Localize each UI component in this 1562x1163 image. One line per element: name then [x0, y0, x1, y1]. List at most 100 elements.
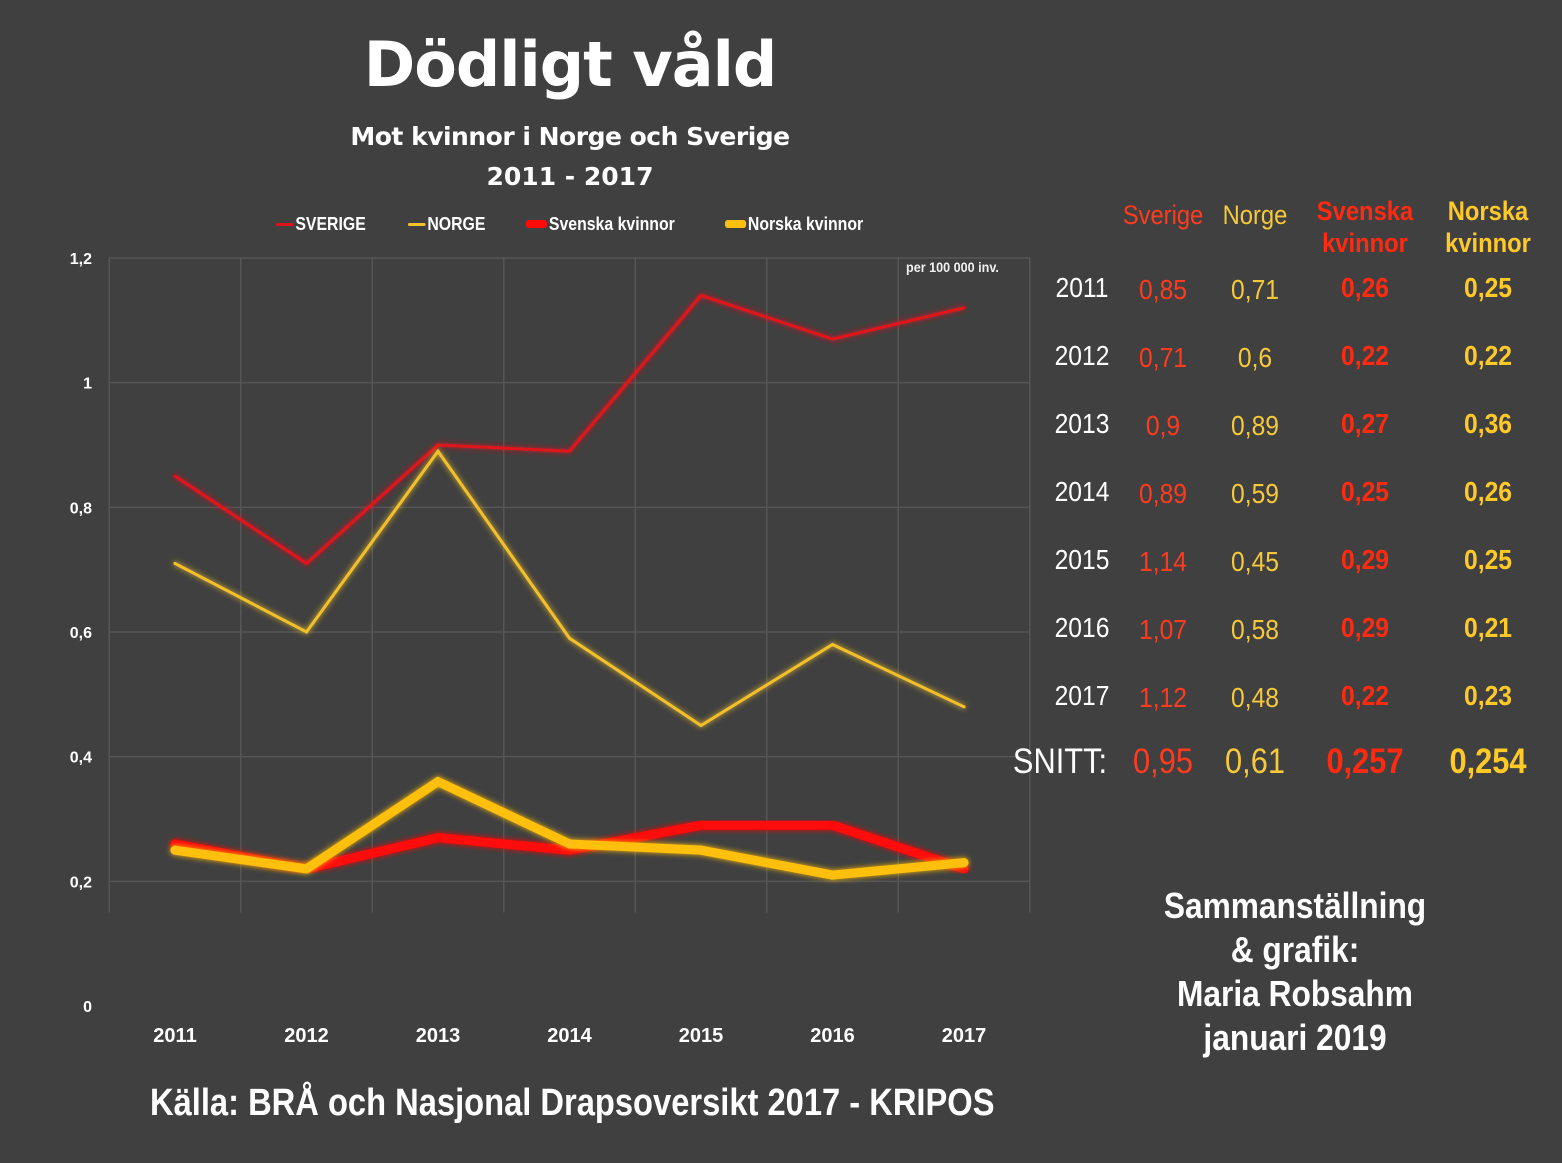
x-tick-label: 2014: [547, 1025, 592, 1047]
chart-title: Dödligt våld: [363, 28, 777, 101]
y-tick-label: 0: [83, 999, 92, 1016]
legend-swatch-sverige: [276, 222, 294, 226]
data-point-norge: [436, 449, 440, 453]
table-average-sverige: 0,95: [1133, 742, 1193, 781]
series-line-sverige: [173, 293, 966, 566]
data-point-sverige: [699, 293, 703, 297]
table-average-svenska-kvinnor: 0,257: [1326, 742, 1404, 781]
y-axis: 0 0,2 0,4 0,6 0,8 1 1,2: [70, 251, 92, 1016]
y-tick-label: 1: [83, 376, 92, 393]
data-point-norge: [699, 724, 703, 727]
legend-item-sverige: SVERIGE: [276, 214, 366, 235]
legend-item-norska-kvinnor: Norska kvinnor: [725, 214, 863, 235]
table-cell-norska-kvinnor: 0,23: [1464, 680, 1512, 711]
table-cell-norge: 0,71: [1231, 274, 1279, 305]
table-average-norge: 0,61: [1225, 742, 1285, 781]
series-line-norge: [173, 448, 966, 728]
chart-series: [170, 293, 969, 880]
table-cell-norska-kvinnor: 0,36: [1464, 408, 1512, 439]
table-row-year: 2016: [1054, 612, 1110, 643]
table-cell-svenska-kvinnor: 0,22: [1341, 340, 1389, 371]
legend-label-norska-kvinnor: Norska kvinnor: [748, 213, 864, 234]
y-tick-label: 0,4: [70, 750, 92, 767]
x-tick-label: 2012: [284, 1025, 329, 1047]
table-cell-norska-kvinnor: 0,22: [1464, 340, 1512, 371]
table-row-year: 2017: [1054, 680, 1110, 711]
y-tick-label: 0,2: [70, 874, 92, 891]
legend-label-norge: NORGE: [427, 213, 486, 234]
data-point-svenska-kvinnor: [696, 820, 706, 830]
credit-block: Sammanställning & grafik: Maria Robsahm …: [1159, 884, 1432, 1060]
table-cell-norska-kvinnor: 0,26: [1464, 476, 1512, 507]
table-cell-sverige: 0,9: [1145, 410, 1181, 441]
table-cell-svenska-kvinnor: 0,29: [1341, 612, 1389, 643]
data-point-svenska-kvinnor: [433, 833, 443, 843]
source-note: Källa: BRÅ och Nasjonal Drapsoversikt 20…: [150, 1082, 995, 1124]
data-point-norge: [173, 561, 177, 565]
credit-line-1: Sammanställning: [1163, 885, 1427, 926]
table-cell-norge: 0,59: [1231, 478, 1279, 509]
table-row-year: 2013: [1054, 408, 1110, 439]
table-cell-norge: 0,58: [1231, 614, 1279, 645]
table-cell-sverige: 0,85: [1139, 274, 1187, 305]
y-tick-label: 1,2: [70, 251, 92, 268]
data-point-norska-kvinnor: [696, 845, 706, 855]
header-svenska-kvinnor-line2: kvinnor: [1322, 228, 1408, 258]
data-point-norge: [305, 630, 308, 634]
data-point-norska-kvinnor: [565, 839, 574, 849]
data-point-svenska-kvinnor: [828, 820, 837, 830]
data-point-norska-kvinnor: [828, 870, 837, 880]
x-tick-label: 2011: [153, 1025, 196, 1047]
unit-annotation: per 100 000 inv.: [906, 259, 999, 275]
chart-grid: [108, 257, 1031, 913]
legend-swatch-svenska-kvinnor: [526, 220, 548, 228]
chart-legend: SVERIGE NORGE Svenska kvinnor Norska kvi…: [276, 212, 882, 236]
data-point-sverige: [305, 561, 308, 565]
table-average-norska-kvinnor: 0,254: [1449, 742, 1527, 781]
data-point-norge: [568, 636, 571, 640]
table-cell-svenska-kvinnor: 0,26: [1341, 272, 1389, 303]
legend-label-svenska-kvinnor: Svenska kvinnor: [548, 213, 675, 234]
table-cell-norge: 0,6: [1237, 342, 1273, 373]
data-point-sverige: [568, 449, 571, 453]
table-cell-norge: 0,48: [1231, 682, 1279, 713]
table-cell-svenska-kvinnor: 0,22: [1341, 680, 1389, 711]
credit-author: Maria Robsahm: [1177, 973, 1413, 1014]
table-cell-norska-kvinnor: 0,25: [1464, 544, 1512, 575]
table-row-year: 2012: [1054, 340, 1110, 371]
table-row-year: 2011: [1055, 272, 1109, 303]
table-cell-sverige: 0,89: [1139, 478, 1187, 509]
credit-date: januari 2019: [1203, 1017, 1387, 1058]
table-cell-svenska-kvinnor: 0,29: [1341, 544, 1389, 575]
credit-line-2: & grafik:: [1230, 929, 1360, 970]
x-tick-label: 2013: [416, 1025, 461, 1047]
x-tick-label: 2017: [942, 1025, 987, 1047]
table-cell-norge: 0,45: [1231, 546, 1279, 577]
table-average-label: SNITT:: [1012, 742, 1108, 781]
x-tick-label: 2015: [679, 1025, 724, 1047]
data-point-norska-kvinnor: [170, 845, 180, 855]
data-point-sverige: [436, 443, 440, 447]
table-cell-svenska-kvinnor: 0,25: [1341, 476, 1389, 507]
header-norska-kvinnor-line1: Norska: [1447, 196, 1529, 226]
table-row-year: 2014: [1054, 476, 1110, 507]
table-cell-norska-kvinnor: 0,25: [1464, 272, 1512, 303]
table-row-year: 2015: [1054, 544, 1110, 575]
data-point-norska-kvinnor: [433, 777, 443, 787]
table-cell-sverige: 1,12: [1139, 682, 1187, 713]
table-cell-sverige: 1,14: [1139, 546, 1187, 577]
header-sverige: Sverige: [1122, 200, 1204, 230]
data-point-sverige: [831, 337, 834, 341]
table-cell-norska-kvinnor: 0,21: [1464, 612, 1512, 643]
data-point-sverige: [173, 474, 177, 478]
y-tick-label: 0,8: [70, 500, 92, 517]
table-cell-norge: 0,89: [1231, 410, 1279, 441]
data-point-norge: [831, 642, 834, 646]
legend-swatch-norge: [408, 222, 426, 226]
x-axis: 2011 2012 2013 2014 2015 2016 2017: [153, 1025, 986, 1047]
legend-item-svenska-kvinnor: Svenska kvinnor: [526, 214, 675, 235]
legend-item-norge: NORGE: [408, 214, 485, 235]
table-cell-sverige: 0,71: [1139, 342, 1187, 373]
legend-swatch-norska-kvinnor: [725, 220, 747, 228]
y-tick-label: 0,6: [70, 625, 92, 642]
